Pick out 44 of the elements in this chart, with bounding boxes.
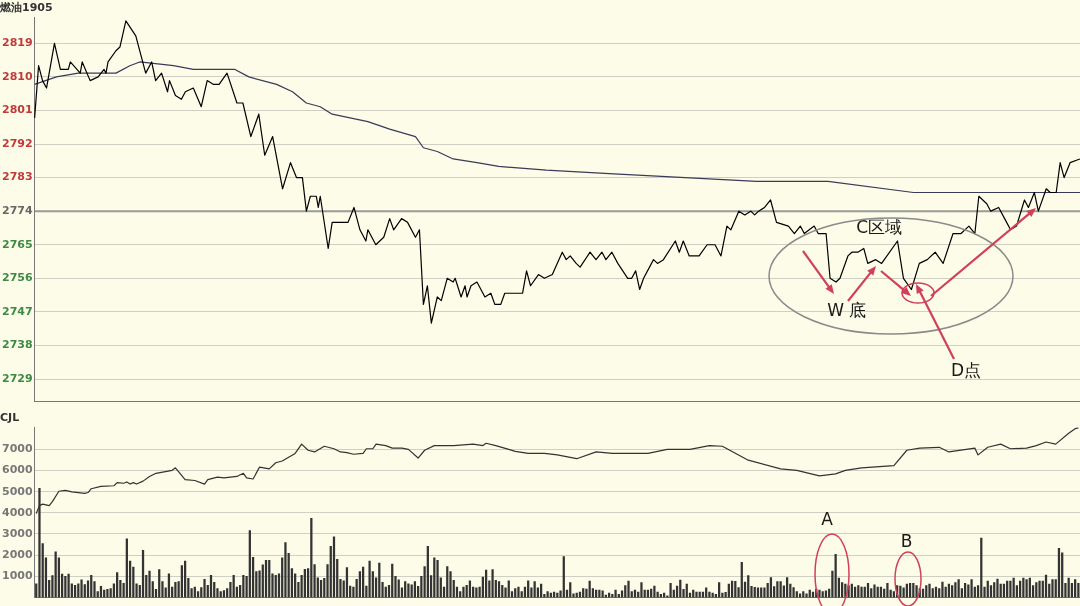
annotation: A bbox=[821, 509, 834, 530]
y-tick-label: 7000 bbox=[1, 442, 33, 456]
bar bbox=[792, 587, 795, 598]
y-tick-label: 2774 bbox=[1, 204, 33, 218]
y-tick-label: 2801 bbox=[1, 103, 33, 117]
y-tick-label: 2819 bbox=[1, 36, 33, 50]
bar bbox=[640, 582, 643, 598]
y-tick-label: 2765 bbox=[1, 237, 33, 251]
annotation: W 底 bbox=[827, 300, 867, 321]
bar bbox=[284, 542, 287, 598]
y-tick-label: 2783 bbox=[1, 170, 33, 184]
bar bbox=[203, 578, 206, 598]
bar bbox=[941, 581, 944, 598]
y-tick-label: 2738 bbox=[1, 338, 33, 352]
y-tick-label: 2810 bbox=[1, 69, 33, 83]
bar bbox=[491, 569, 494, 598]
y-tick-label: 2729 bbox=[1, 371, 33, 385]
bar bbox=[627, 580, 630, 598]
bar bbox=[902, 587, 905, 598]
y-tick-label: 4000 bbox=[1, 505, 33, 519]
bar bbox=[601, 590, 604, 598]
bar bbox=[886, 582, 889, 598]
annotation: D点 bbox=[951, 359, 982, 380]
bar bbox=[368, 560, 371, 598]
y-tick-label: 1000 bbox=[1, 569, 33, 583]
chart-title: CJL bbox=[0, 411, 20, 425]
y-tick-label: 2747 bbox=[1, 304, 33, 318]
y-tick-label: 2792 bbox=[1, 136, 33, 150]
chart-title: 燃油1905 bbox=[0, 1, 53, 15]
annotation: B bbox=[900, 530, 913, 551]
bar bbox=[614, 589, 617, 598]
y-tick-label: 6000 bbox=[1, 463, 33, 477]
annotation: C区域 bbox=[856, 216, 903, 237]
y-tick-label: 3000 bbox=[1, 526, 33, 540]
bar bbox=[996, 578, 999, 598]
bar bbox=[970, 579, 973, 598]
bar bbox=[779, 581, 782, 598]
bar bbox=[669, 582, 672, 598]
bar bbox=[776, 581, 779, 598]
y-tick-label: 2756 bbox=[1, 271, 33, 285]
bar bbox=[148, 570, 151, 598]
y-tick-label: 5000 bbox=[1, 484, 33, 498]
y-tick-label: 2000 bbox=[1, 547, 33, 561]
bar bbox=[80, 579, 83, 598]
